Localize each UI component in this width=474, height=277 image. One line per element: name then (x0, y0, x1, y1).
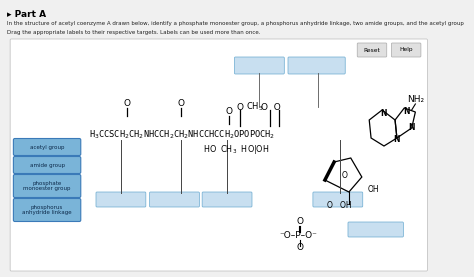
FancyBboxPatch shape (96, 192, 146, 207)
Text: In the structure of acetyl coenzyme A drawn below, identify a phosphate monoeste: In the structure of acetyl coenzyme A dr… (8, 21, 464, 26)
Text: ▸ Part A: ▸ Part A (8, 10, 46, 19)
Text: amide group: amide group (29, 163, 64, 168)
Text: O: O (297, 243, 303, 253)
Text: O: O (297, 217, 303, 227)
Text: N: N (394, 135, 400, 145)
FancyBboxPatch shape (13, 199, 81, 222)
FancyBboxPatch shape (313, 192, 363, 207)
Text: ⁻O–P–O⁻: ⁻O–P–O⁻ (280, 230, 318, 240)
Text: O: O (124, 99, 131, 109)
FancyBboxPatch shape (235, 57, 284, 74)
Text: CH$_3$: CH$_3$ (246, 101, 264, 113)
Text: N: N (380, 109, 386, 119)
FancyBboxPatch shape (13, 157, 81, 173)
FancyBboxPatch shape (348, 222, 403, 237)
Text: phosphate
monoester group: phosphate monoester group (23, 181, 71, 191)
Text: NH₂: NH₂ (407, 96, 424, 104)
Text: acetyl group: acetyl group (30, 145, 64, 150)
Text: N: N (403, 106, 410, 116)
FancyBboxPatch shape (288, 57, 345, 74)
Text: O: O (177, 99, 184, 109)
Text: Drag the appropriate labels to their respective targets. Labels can be used more: Drag the appropriate labels to their res… (8, 30, 261, 35)
FancyBboxPatch shape (392, 43, 421, 57)
Text: Reset: Reset (364, 47, 380, 53)
Text: N: N (409, 124, 415, 132)
Text: OH: OH (367, 186, 379, 194)
FancyBboxPatch shape (13, 138, 81, 155)
FancyBboxPatch shape (10, 39, 428, 271)
Text: Help: Help (399, 47, 413, 53)
Text: phosphorus
anhydride linkage: phosphorus anhydride linkage (22, 205, 72, 216)
Text: O: O (226, 107, 232, 117)
Text: O  O: O O (261, 102, 280, 112)
Text: H$_3$CCSCH$_2$CH$_2$NHCCH$_2$CH$_2$NHCCHCCH$_2$OPOPOCH$_2$: H$_3$CCSCH$_2$CH$_2$NHCCH$_2$CH$_2$NHCCH… (89, 129, 275, 141)
FancyBboxPatch shape (357, 43, 387, 57)
FancyBboxPatch shape (149, 192, 200, 207)
Text: O: O (237, 102, 244, 112)
FancyBboxPatch shape (13, 175, 81, 198)
Text: O: O (341, 171, 347, 179)
FancyBboxPatch shape (202, 192, 252, 207)
Text: O   OH: O OH (328, 201, 352, 211)
Text: HO  CH$_3$  HO|OH: HO CH$_3$ HO|OH (203, 143, 270, 157)
